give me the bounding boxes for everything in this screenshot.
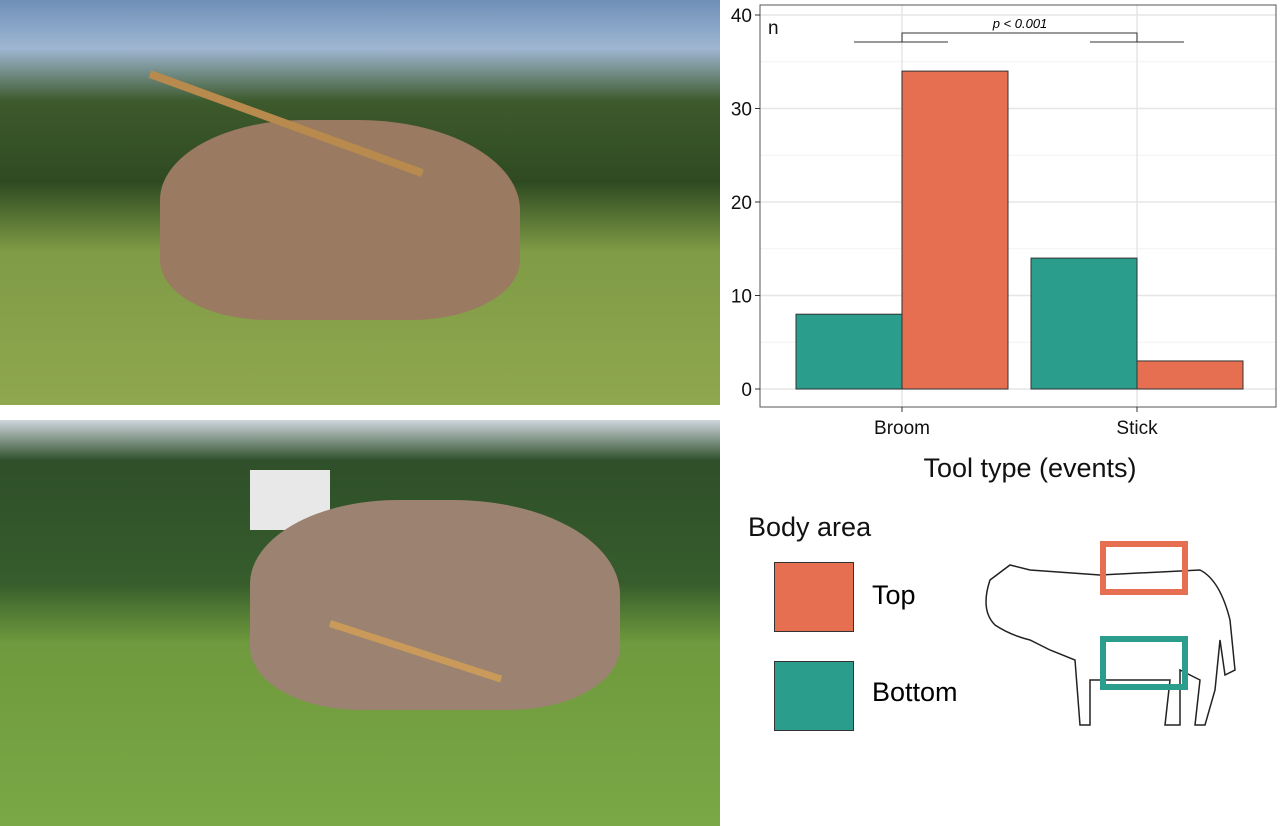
plot-border — [759, 4, 1277, 408]
y-tick-label: 40 — [731, 6, 752, 27]
p-value-annotation: p < 0.001 — [992, 16, 1048, 31]
y-tick-label: 20 — [731, 193, 752, 214]
y-tick-label: 30 — [731, 100, 752, 121]
top-area-box — [1100, 541, 1188, 595]
y-axis-label: n — [768, 18, 779, 39]
x-tick-label: Stick — [1116, 418, 1158, 439]
x-axis-title: Tool type (events) — [923, 453, 1136, 483]
bar-broom-top — [901, 70, 1009, 390]
y-tick-label: 0 — [741, 380, 752, 401]
legend-swatch-bottom — [774, 661, 854, 731]
legend-swatch-top — [774, 562, 854, 632]
cow-brush-photo — [0, 420, 720, 826]
bar-chart: 0 10 20 30 40 Broom Stick n p < 0.001 Tool typ… — [731, 4, 1277, 483]
bar-broom-bottom — [795, 313, 903, 390]
cow-broom-photo — [0, 0, 720, 405]
cow-outline-drawing — [985, 541, 1236, 726]
legend-label-bottom: Bottom — [872, 677, 958, 707]
legend-title: Body area — [748, 512, 872, 542]
bar-stick-bottom — [1030, 257, 1138, 390]
significance-bracket — [854, 32, 1184, 43]
legend-label-top: Top — [872, 580, 916, 610]
x-tick-label: Broom — [874, 418, 930, 439]
bar-stick-top — [1136, 360, 1244, 390]
y-tick-label: 10 — [731, 287, 752, 308]
bottom-area-box — [1100, 636, 1188, 690]
